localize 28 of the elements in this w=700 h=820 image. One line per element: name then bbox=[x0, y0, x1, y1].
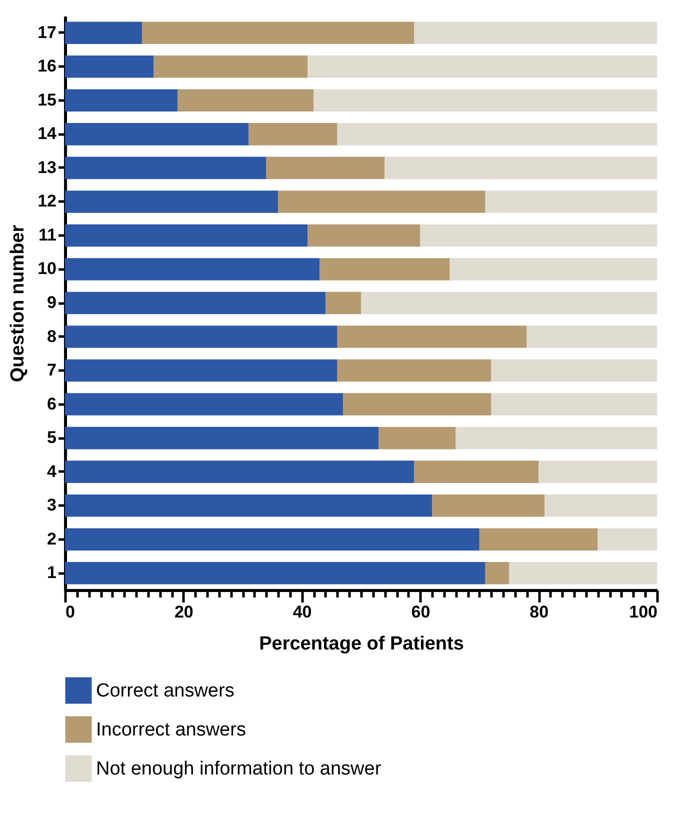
legend-label: Correct answers bbox=[96, 680, 234, 702]
y-tick-label: 1 bbox=[47, 563, 56, 582]
x-axis-title: Percentage of Patients bbox=[259, 634, 464, 654]
y-tick-label: 8 bbox=[47, 326, 56, 346]
y-tick-label: 4 bbox=[47, 462, 58, 481]
y-tick-label: 9 bbox=[47, 293, 56, 312]
y-tick-label: 3 bbox=[47, 496, 56, 515]
y-axis-title: Question number bbox=[8, 224, 29, 382]
legend-label: Not enough information to answer bbox=[96, 758, 382, 780]
x-tick-label: 60 bbox=[411, 602, 430, 622]
y-tick-label: 5 bbox=[47, 428, 56, 448]
x-tick-label: 40 bbox=[292, 602, 312, 622]
x-tick-label: 20 bbox=[174, 602, 194, 622]
y-tick-label: 17 bbox=[38, 22, 56, 42]
y-tick-label: 2 bbox=[47, 529, 56, 548]
y-tick-label: 10 bbox=[38, 259, 56, 278]
y-tick-label: 6 bbox=[47, 394, 56, 414]
y-tick-label: 15 bbox=[38, 90, 56, 110]
y-tick-label: 13 bbox=[38, 158, 56, 177]
y-tick-label: 7 bbox=[47, 360, 56, 380]
x-tick-label: 80 bbox=[530, 602, 549, 622]
x-tick-label: 0 bbox=[66, 602, 75, 622]
y-tick-label: 11 bbox=[38, 225, 56, 244]
y-tick-label: 16 bbox=[38, 56, 56, 76]
y-tick-label: 12 bbox=[38, 192, 56, 211]
y-tick-label: 14 bbox=[38, 124, 58, 144]
x-tick-label: 100 bbox=[629, 602, 658, 622]
legend-label: Incorrect answers bbox=[96, 720, 246, 740]
